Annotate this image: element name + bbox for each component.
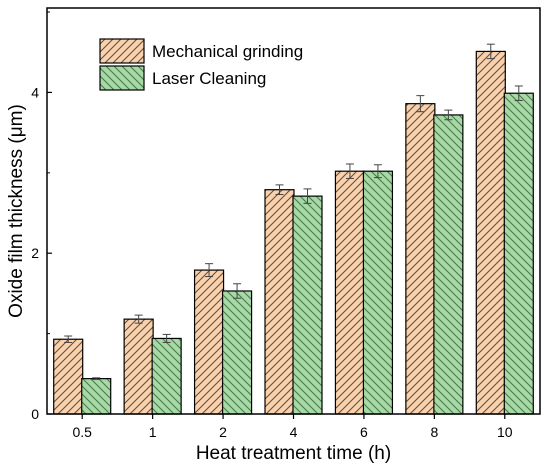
bar-laser-cleaning-8 xyxy=(433,114,464,415)
bar-mechanical-grinding-10 xyxy=(475,50,506,415)
bar-mechanical-grinding-6 xyxy=(334,170,366,415)
bar-laser-cleaning-1 xyxy=(151,337,182,415)
plot-frame xyxy=(46,7,541,415)
legend-label-laser-cleaning: Laser Cleaning xyxy=(152,69,266,88)
bar-laser-cleaning-6 xyxy=(362,170,394,415)
error-bar-laser-cleaning-0-5 xyxy=(92,377,101,380)
bar-laser-cleaning-2 xyxy=(221,290,253,415)
legend: Mechanical grinding Laser Cleaning xyxy=(99,38,303,91)
y-tick-label-0: 0 xyxy=(31,406,39,422)
x-tick-label-0-5: 0.5 xyxy=(72,424,92,440)
error-bar-laser-cleaning-2 xyxy=(233,283,242,299)
bar-laser-cleaning-10 xyxy=(503,92,534,415)
y-tick-label-4: 4 xyxy=(31,84,39,100)
x-tick-label-1: 1 xyxy=(149,424,157,440)
x-tick-label-2: 2 xyxy=(219,424,227,440)
x-tick-label-4: 4 xyxy=(290,424,298,440)
bar-mechanical-grinding-2 xyxy=(193,269,225,415)
x-tick-label-6: 6 xyxy=(360,424,368,440)
error-bar-mechanical-grinding-2 xyxy=(205,263,214,278)
error-bar-mechanical-grinding-8 xyxy=(416,95,425,113)
legend-swatch-laser-cleaning xyxy=(99,65,145,91)
error-bar-laser-cleaning-6 xyxy=(373,164,382,179)
y-tick-label-2: 2 xyxy=(31,245,39,261)
error-bar-laser-cleaning-8 xyxy=(444,109,453,121)
error-bar-mechanical-grinding-4 xyxy=(275,184,284,196)
error-bar-mechanical-grinding-6 xyxy=(345,163,354,179)
y-axis-label: Oxide film thickness (μm) xyxy=(6,104,27,318)
error-bar-mechanical-grinding-10 xyxy=(486,43,495,60)
error-bar-laser-cleaning-4 xyxy=(303,188,312,204)
bar-mechanical-grinding-1 xyxy=(123,318,154,415)
bar-laser-cleaning-4 xyxy=(292,195,323,415)
bars-layer xyxy=(53,43,534,415)
legend-label-mechanical-grinding: Mechanical grinding xyxy=(152,42,303,61)
x-axis-label: Heat treatment time (h) xyxy=(196,443,391,464)
x-tick-label-10: 10 xyxy=(497,424,513,440)
error-bar-laser-cleaning-10 xyxy=(514,85,523,101)
error-bar-laser-cleaning-1 xyxy=(162,333,171,343)
legend-swatch-mechanical-grinding xyxy=(99,38,145,64)
bar-mechanical-grinding-8 xyxy=(405,103,436,415)
x-tick-label-8: 8 xyxy=(430,424,438,440)
error-bar-mechanical-grinding-1 xyxy=(134,314,143,324)
bar-mechanical-grinding-4 xyxy=(264,189,295,415)
error-bar-mechanical-grinding-0-5 xyxy=(64,335,73,343)
bar-laser-cleaning-0-5 xyxy=(81,378,112,415)
bar-mechanical-grinding-0-5 xyxy=(53,338,84,415)
